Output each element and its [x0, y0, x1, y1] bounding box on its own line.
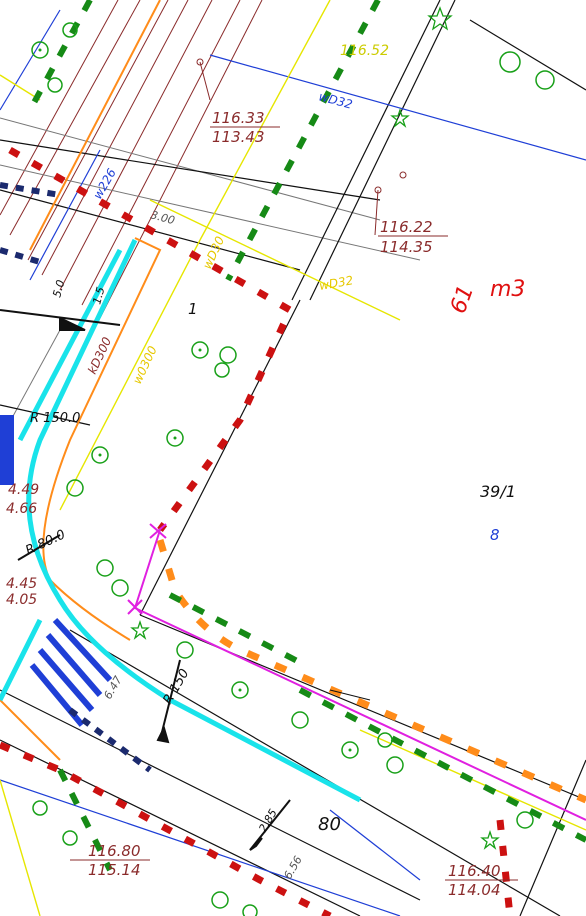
- magenta-line: [133, 529, 586, 821]
- elevation-label-3: 116.80 115.14: [70, 842, 150, 879]
- blue-water-lines: [0, 9, 586, 916]
- dim-label-285: 2.85: [256, 807, 280, 835]
- parcel-sub-number: 8: [490, 526, 500, 544]
- utility-tag-3: wD32: [318, 273, 354, 293]
- utility-tag-4: wD30: [200, 234, 227, 271]
- elevation-label-4: 116.40 114.04: [445, 862, 518, 899]
- elevation-bottom-3: 115.14: [88, 861, 141, 879]
- elevation-top-2: 116.22: [380, 218, 433, 236]
- sewer-markers: [196, 58, 407, 236]
- dim-label-445: 4.45: [6, 576, 37, 592]
- dim-label-405: 4.05: [6, 592, 37, 608]
- dim-label-449: 4.49: [8, 482, 39, 498]
- magenta-markers: [127, 523, 167, 615]
- radius-label-1: R 150.0: [30, 411, 80, 426]
- blue-fill-block: [0, 415, 14, 485]
- tree-centers: [38, 48, 352, 752]
- elevation-label-1: 116.33 113.43: [210, 109, 280, 146]
- elevation-top-4: 116.40: [448, 862, 501, 880]
- elevation-top-1: 116.33: [212, 109, 265, 127]
- elevation-label-2: 116.22 114.35: [378, 218, 448, 256]
- green-dashed-lines: [27, 0, 586, 872]
- trees: [31, 22, 555, 916]
- red-annotation-text: m3: [490, 277, 525, 302]
- elevation-top-3: 116.80: [88, 842, 141, 860]
- navy-dashed-lines: [0, 182, 152, 773]
- elevation-bottom-4: 114.04: [448, 881, 501, 899]
- dim-label-466: 4.66: [6, 501, 37, 517]
- elevation-bottom-2: 114.35: [380, 238, 433, 256]
- road-parallel-lines: [0, 0, 263, 319]
- orange-dash-line: [156, 538, 586, 804]
- red-annotation-number: 61: [446, 282, 479, 317]
- dimension-arrows: [0, 309, 371, 851]
- dim-label-656: 6.56: [281, 854, 305, 882]
- dim-label-15: 1.5: [90, 286, 107, 306]
- elevation-bottom-1: 113.43: [212, 128, 265, 146]
- parcel-number: 39/1: [480, 482, 516, 501]
- dim-label-3: 3.00: [149, 208, 176, 227]
- shrub-stars: [130, 6, 500, 850]
- utility-tag-2: w226: [90, 166, 119, 202]
- dimension-80: 80: [318, 814, 341, 835]
- radius-label-3: R 150: [160, 667, 192, 707]
- utility-tag-1: wD32: [317, 89, 354, 111]
- red-dashed-boundary: [0, 146, 514, 916]
- top-cut-label: 116.52: [340, 43, 389, 59]
- cyan-curb-lines: [0, 238, 362, 803]
- dim-label-50: 5.0: [50, 279, 67, 299]
- parcel-small-number: 1: [188, 300, 198, 318]
